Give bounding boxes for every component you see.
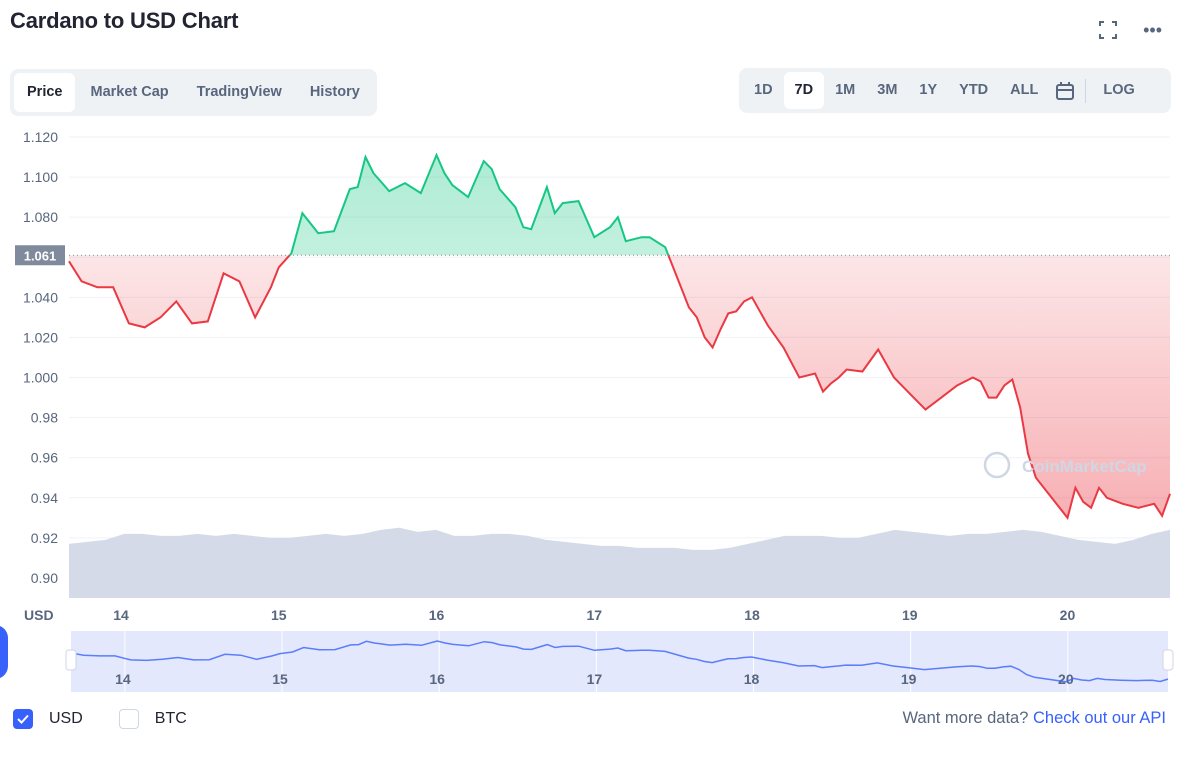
- y-tick-label: 0.92: [31, 530, 58, 546]
- range-1y[interactable]: 1Y: [919, 82, 938, 98]
- chart-type-tabs: Price Market Cap TradingView History: [10, 69, 377, 116]
- more-dots-icon[interactable]: •••: [1143, 20, 1162, 40]
- range-ytd[interactable]: YTD: [959, 82, 989, 98]
- usd-checkbox[interactable]: [13, 709, 33, 729]
- watermark: CoinMarketCap: [1022, 457, 1147, 476]
- y-tick-label: 1.120: [23, 129, 58, 145]
- fullscreen-icon[interactable]: [1099, 21, 1118, 39]
- y-tick-label: 1.020: [23, 329, 58, 345]
- y-tick-label: 0.94: [31, 490, 58, 506]
- range-all[interactable]: ALL: [1010, 82, 1039, 98]
- y-tick-label: 0.90: [31, 570, 58, 586]
- price-area-up: [289, 155, 669, 256]
- navigator-handle-right[interactable]: [1162, 649, 1174, 671]
- price-area-down: [69, 255, 1170, 518]
- navigator-tick-label: 19: [901, 671, 917, 687]
- tab-market-cap[interactable]: Market Cap: [90, 84, 169, 100]
- range-7d[interactable]: 7D: [783, 72, 825, 109]
- reference-price-label: 1.061: [24, 248, 57, 263]
- help-bubble[interactable]: [0, 625, 8, 679]
- x-tick-label: 14: [113, 607, 129, 623]
- y-tick-label: 1.100: [23, 169, 58, 185]
- x-tick-label: 16: [429, 607, 445, 623]
- x-tick-label: 17: [586, 607, 602, 623]
- x-tick-label: 20: [1060, 607, 1076, 623]
- time-range-selector: 1D 7D 1M 3M 1Y YTD ALL LOG: [739, 68, 1171, 113]
- watermark-logo-icon: [983, 451, 1011, 479]
- btc-checkbox[interactable]: [118, 709, 139, 729]
- navigator-tick-label: 14: [115, 671, 131, 687]
- currency-legend: USD BTC: [13, 709, 223, 729]
- price-line-down: [68, 255, 1171, 520]
- x-tick-label: 15: [271, 607, 287, 623]
- range-divider: [1085, 78, 1087, 103]
- y-tick-label: 0.96: [31, 450, 58, 466]
- tab-tradingview[interactable]: TradingView: [196, 84, 282, 100]
- tab-history[interactable]: History: [309, 84, 360, 100]
- calendar-icon[interactable]: [1055, 81, 1075, 101]
- navigator-tick-label: 16: [429, 671, 445, 687]
- header-icons: •••: [1099, 20, 1162, 40]
- more-data-text: Want more data? Check out our API: [902, 709, 1166, 728]
- y-axis-unit-label: USD: [24, 607, 54, 623]
- volume-area: [69, 527, 1170, 598]
- navigator-handle-left[interactable]: [65, 649, 77, 671]
- tab-price[interactable]: Price: [14, 73, 76, 112]
- price-line-up: [288, 152, 670, 256]
- navigator-tick-label: 15: [272, 671, 288, 687]
- navigator-tick-label: 18: [744, 671, 760, 687]
- x-tick-label: 19: [902, 607, 918, 623]
- y-tick-label: 1.080: [23, 209, 58, 225]
- more-data-prompt: Want more data?: [902, 709, 1029, 727]
- navigator-line: [70, 640, 1169, 683]
- log-toggle[interactable]: LOG: [1103, 82, 1135, 98]
- price-chart[interactable]: 1.1201.1001.0801.0601.0401.0201.0000.980…: [0, 120, 1190, 700]
- x-tick-label: 18: [744, 607, 760, 623]
- api-link[interactable]: Check out our API: [1033, 709, 1166, 727]
- navigator-tick-label: 20: [1058, 671, 1074, 687]
- usd-label: USD: [49, 710, 83, 727]
- range-3m[interactable]: 3M: [877, 82, 898, 98]
- range-1m[interactable]: 1M: [835, 82, 856, 98]
- btc-label: BTC: [154, 710, 187, 727]
- check-icon: [17, 714, 29, 724]
- reference-price-badge: [15, 245, 65, 266]
- y-tick-label: 1.000: [23, 370, 58, 386]
- navigator-background: [71, 631, 1168, 692]
- y-tick-label: 1.040: [23, 289, 58, 305]
- range-1d[interactable]: 1D: [754, 82, 773, 98]
- page-title: Cardano to USD Chart: [10, 8, 239, 33]
- y-tick-label: 0.98: [31, 410, 58, 426]
- navigator-tick-label: 17: [587, 671, 603, 687]
